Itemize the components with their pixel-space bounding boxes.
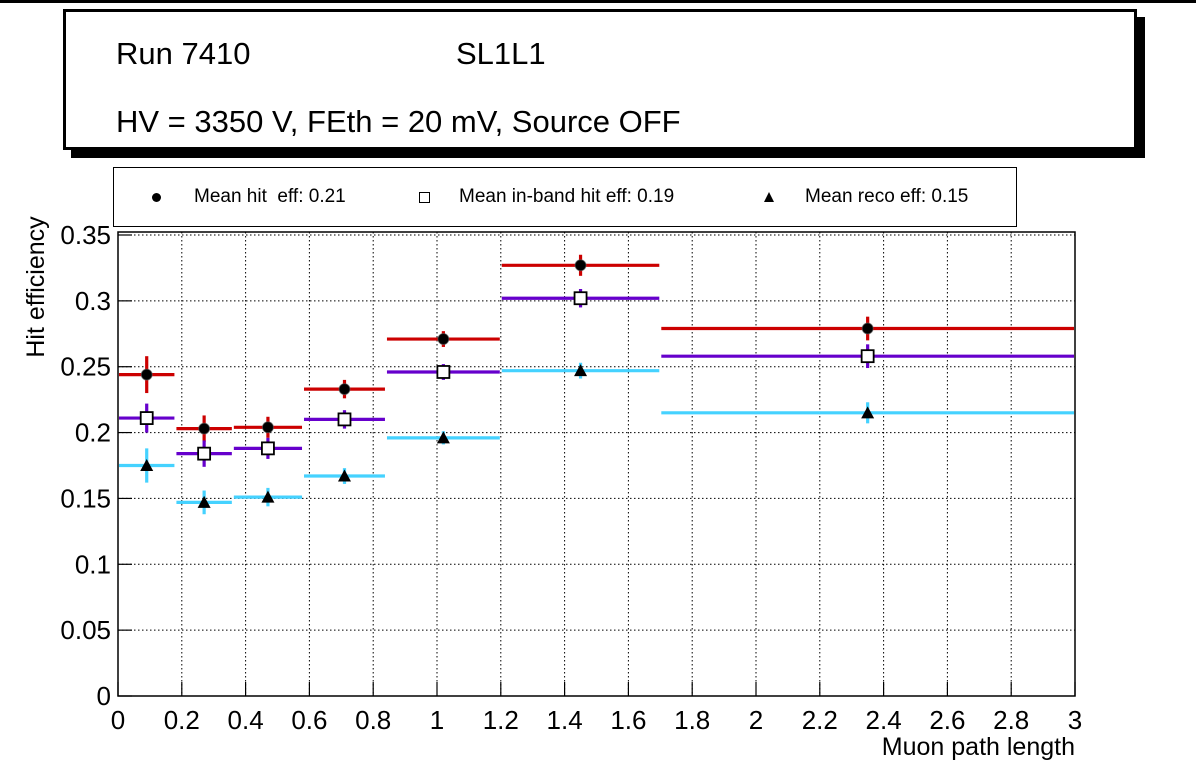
y-axis-title: Hit efficiency: [22, 216, 50, 358]
marker-open-square: [860, 349, 875, 364]
x-tick-label: 1.8: [674, 705, 710, 735]
x-tick-label: 0.8: [355, 705, 391, 735]
marker-filled-circle: [198, 422, 211, 435]
marker-open-square: [139, 411, 154, 425]
y-tick-label: 0.3: [75, 286, 111, 316]
x-tick-label: 1.4: [547, 705, 583, 735]
marker-open-square: [337, 412, 352, 427]
legend-box: Mean hit eff: 0.21 Mean in-band hit eff:…: [113, 167, 1017, 227]
conditions-label: HV = 3350 V, FEth = 20 mV, Source OFF: [116, 104, 681, 139]
legend-label: Mean reco eff: 0.15: [805, 186, 969, 207]
y-tick-label: 0.35: [60, 220, 111, 250]
x-tick-label: 1.2: [483, 705, 519, 735]
title-box: Run 7410 SL1L1 HV = 3350 V, FEth = 20 mV…: [63, 9, 1137, 150]
marker-filled-circle: [861, 322, 874, 335]
open-square-icon: [419, 191, 430, 203]
plot-frame: [117, 231, 1076, 697]
x-tick-label: 2.8: [993, 705, 1029, 735]
marker-filled-triangle: [337, 469, 351, 482]
marker-filled-circle: [261, 421, 274, 434]
x-tick-label: 0: [111, 705, 125, 735]
x-tick-label: 1.6: [610, 705, 646, 735]
marker-open-square: [261, 441, 275, 456]
y-tick-label: 0.15: [60, 483, 111, 513]
marker-open-square: [436, 365, 451, 379]
y-tick-label: 0.1: [75, 549, 111, 579]
marker-filled-circle: [574, 259, 587, 272]
marker-filled-circle: [140, 368, 153, 381]
marker-filled-triangle: [261, 490, 275, 503]
x-tick-label: 3: [1068, 705, 1082, 735]
marker-filled-circle: [338, 383, 351, 396]
x-tick-label: 2.6: [929, 705, 965, 735]
x-tick-label: 1: [430, 705, 444, 735]
marker-filled-circle: [437, 333, 450, 346]
x-tick-label: 2: [749, 705, 763, 735]
x-axis-title: Muon path length: [882, 733, 1075, 761]
filled-triangle-icon: [764, 192, 774, 202]
legend-entry-mean-inband-hit-eff: Mean in-band hit eff: 0.19: [419, 168, 674, 226]
x-tick-label: 0.6: [291, 705, 327, 735]
legend-entry-mean-hit-eff: Mean hit eff: 0.21: [152, 168, 346, 226]
y-tick-label: 0.2: [75, 418, 111, 448]
marker-filled-triangle: [436, 431, 450, 444]
canvas-top-border: [0, 0, 1196, 3]
x-tick-label: 2.2: [802, 705, 838, 735]
chamber-label: SL1L1: [456, 36, 546, 71]
legend-label: Mean hit eff: 0.21: [194, 186, 346, 207]
y-tick-label: 0.05: [60, 615, 111, 645]
x-tick-label: 0.4: [228, 705, 264, 735]
marker-filled-triangle: [861, 406, 875, 419]
y-tick-label: 0: [97, 681, 111, 711]
marker-filled-triangle: [140, 459, 154, 471]
marker-filled-triangle: [197, 495, 211, 508]
marker-filled-triangle: [574, 364, 588, 377]
filled-circle-icon: [152, 192, 161, 202]
y-tick-label: 0.25: [60, 352, 111, 382]
legend-entry-mean-reco-eff: Mean reco eff: 0.15: [764, 168, 968, 226]
marker-open-square: [197, 446, 212, 461]
marker-open-square: [573, 291, 588, 306]
legend-label: Mean in-band hit eff: 0.19: [459, 186, 675, 207]
x-tick-label: 0.2: [164, 705, 200, 735]
x-tick-label: 2.4: [866, 705, 902, 735]
run-number: Run 7410: [116, 36, 251, 71]
